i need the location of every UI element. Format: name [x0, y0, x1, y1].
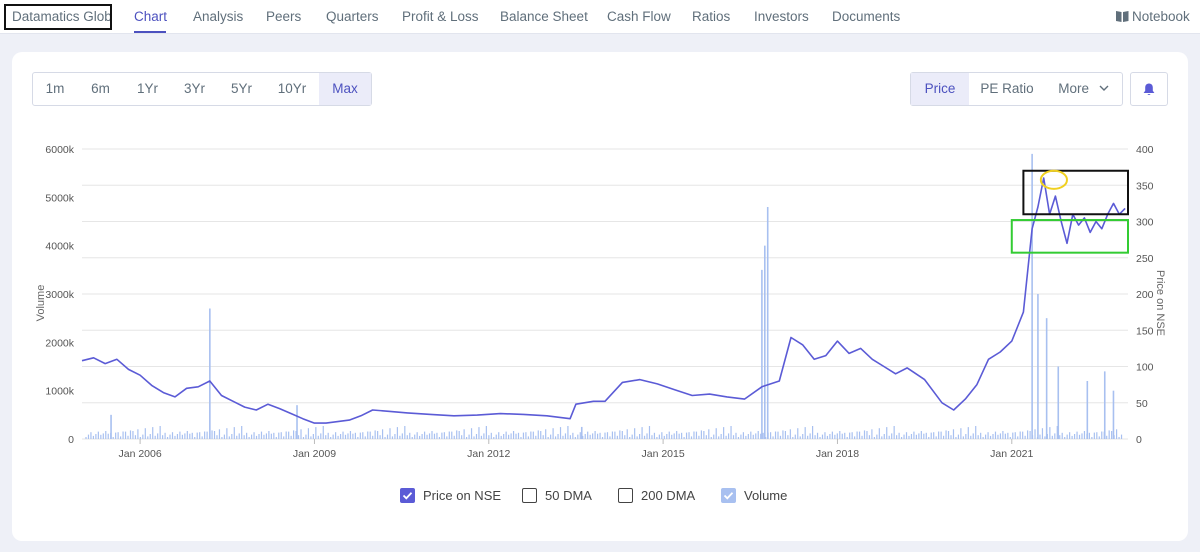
y-right-tick-label: 350 — [1136, 180, 1154, 192]
range-1yr-button[interactable]: 1Yr — [136, 81, 158, 96]
x-tick-label: Jan 2012 — [467, 448, 510, 460]
legend-price-label: Price on NSE — [423, 488, 502, 503]
range-1m-button[interactable]: 1m — [45, 81, 65, 96]
metric-selector: Price PE Ratio More — [910, 72, 1123, 106]
tab-documents[interactable]: Documents — [832, 9, 901, 24]
tab-investors[interactable]: Investors — [754, 9, 809, 24]
y-left-tick-label: 4000k — [45, 241, 74, 253]
tab-peers[interactable]: Peers — [266, 9, 302, 24]
y-left-tick-label: 1000k — [45, 386, 74, 398]
legend-200-dma-label: 200 DMA — [641, 488, 696, 503]
green-annotation-box — [1010, 219, 1129, 254]
y-left-axis-title: Volume — [35, 285, 47, 322]
top-navigation: Datamatics Glob. Chart Analysis Peers Qu… — [0, 0, 1200, 34]
active-tab-indicator — [134, 31, 166, 33]
price-line — [81, 177, 1126, 424]
time-range-selector: 1m 6m 1Yr 3Yr 5Yr 10Yr Max — [32, 72, 372, 106]
y-right-tick-label: 200 — [1136, 289, 1154, 301]
y-right-tick-label: 100 — [1136, 362, 1154, 374]
x-tick-label: Jan 2009 — [293, 448, 336, 460]
chart-card — [12, 52, 1188, 541]
volume-checkbox[interactable] — [721, 488, 736, 503]
dma200-checkbox[interactable] — [618, 488, 633, 503]
y-left-tick-label: 0 — [68, 434, 74, 446]
tab-profit-loss[interactable]: Profit & Loss — [402, 9, 479, 24]
range-3yr-button[interactable]: 3Yr — [183, 81, 205, 96]
range-5yr-button[interactable]: 5Yr — [230, 81, 252, 96]
tab-chart[interactable]: Chart — [134, 9, 168, 24]
company-name[interactable]: Datamatics Glob. — [4, 4, 112, 30]
range-6m-button[interactable]: 6m — [91, 81, 110, 96]
y-right-tick-label: 250 — [1136, 253, 1154, 265]
y-right-tick-label: 50 — [1136, 398, 1148, 410]
legend-50-dma-label: 50 DMA — [545, 488, 592, 503]
notebook-label: Notebook — [1132, 9, 1190, 24]
y-left-tick-label: 6000k — [45, 144, 74, 156]
x-tick-label: Jan 2021 — [990, 448, 1033, 460]
book-icon — [1116, 11, 1129, 22]
legend-volume-label: Volume — [744, 488, 788, 503]
x-tick-label: Jan 2006 — [119, 448, 162, 460]
bell-icon — [1143, 83, 1155, 95]
more-label: More — [1058, 81, 1089, 96]
y-right-tick-label: 0 — [1136, 434, 1142, 446]
y-left-tick-label: 5000k — [45, 192, 74, 204]
tab-cash-flow[interactable]: Cash Flow — [607, 9, 671, 24]
y-right-tick-label: 300 — [1136, 217, 1154, 229]
pe-ratio-button[interactable]: PE Ratio — [980, 81, 1034, 96]
x-tick-label: Jan 2015 — [642, 448, 685, 460]
tab-analysis[interactable]: Analysis — [193, 9, 244, 24]
price-button[interactable]: Price — [911, 73, 969, 105]
more-dropdown[interactable]: More — [1045, 73, 1122, 105]
price-alert-button[interactable] — [1130, 72, 1168, 106]
y-left-tick-label: 2000k — [45, 337, 74, 349]
chevron-down-icon — [1099, 85, 1109, 91]
y-left-tick-label: 3000k — [45, 289, 74, 301]
check-icon — [402, 492, 413, 500]
range-max-button[interactable]: Max — [319, 73, 371, 105]
tab-quarters[interactable]: Quarters — [326, 9, 379, 24]
tab-balance-sheet[interactable]: Balance Sheet — [500, 9, 588, 24]
y-right-tick-label: 150 — [1136, 325, 1154, 337]
tab-ratios[interactable]: Ratios — [692, 9, 731, 24]
y-right-axis-title: Price on NSE — [1154, 270, 1166, 336]
notebook-link[interactable]: Notebook — [1116, 9, 1190, 24]
x-tick-label: Jan 2018 — [816, 448, 859, 460]
price-checkbox[interactable] — [400, 488, 415, 503]
range-10yr-button[interactable]: 10Yr — [277, 81, 307, 96]
dma50-checkbox[interactable] — [522, 488, 537, 503]
y-right-tick-label: 400 — [1136, 144, 1154, 156]
check-icon — [723, 492, 734, 500]
yellow-annotation-ellipse — [1039, 169, 1068, 190]
black-annotation-box — [1022, 169, 1130, 216]
